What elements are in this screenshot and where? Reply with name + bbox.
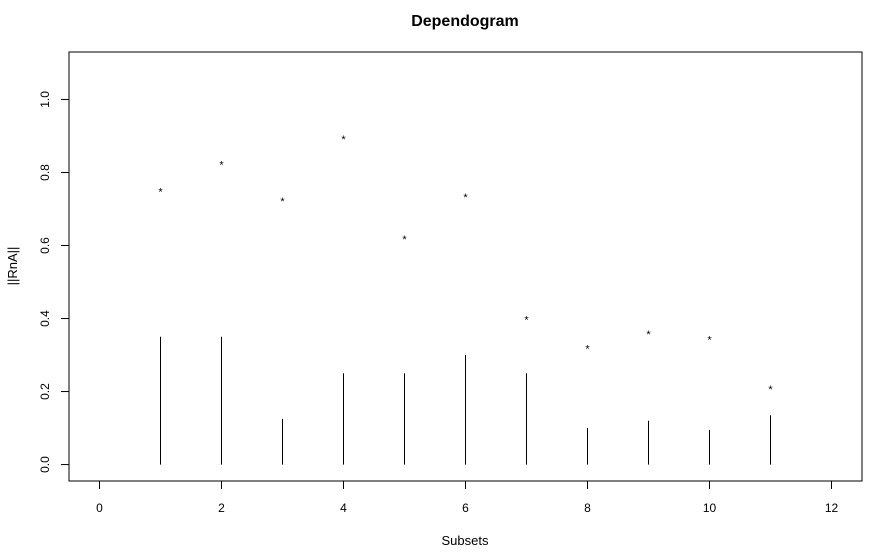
x-tick-label: 10 [703, 501, 717, 515]
x-tick-label: 12 [825, 501, 839, 515]
star-point: * [158, 187, 163, 199]
star-point: * [768, 384, 773, 396]
star-point: * [280, 196, 285, 208]
star-point: * [341, 134, 346, 146]
star-point: * [463, 192, 468, 204]
star-point: * [707, 335, 712, 347]
y-tick-label: 0.8 [38, 164, 52, 181]
x-tick-label: 6 [462, 501, 469, 515]
y-tick-label: 0.4 [38, 310, 52, 327]
x-axis-label: Subsets [442, 533, 489, 548]
star-point: * [402, 234, 407, 246]
y-tick-label: 0.0 [38, 456, 52, 473]
vertical-lines-series [160, 336, 771, 465]
y-tick-label: 1.0 [38, 91, 52, 108]
star-point: * [646, 329, 651, 341]
x-axis: 0 2 4 6 8 10 12 [96, 480, 839, 515]
star-point: * [524, 315, 529, 327]
x-tick-label: 4 [340, 501, 347, 515]
x-tick-label: 0 [96, 501, 103, 515]
chart-title: Dependogram [411, 13, 519, 30]
star-point: * [585, 344, 590, 356]
star-points-series: * * * * * * * * * * * [158, 134, 773, 396]
y-axis-label: ||RnA|| [5, 247, 20, 286]
y-tick-label: 0.6 [38, 237, 52, 254]
x-tick-label: 8 [584, 501, 591, 515]
x-tick-label: 2 [218, 501, 225, 515]
star-point: * [219, 159, 224, 171]
y-axis: 0.0 0.2 0.4 0.6 0.8 1.0 [38, 91, 70, 473]
y-tick-label: 0.2 [38, 383, 52, 400]
